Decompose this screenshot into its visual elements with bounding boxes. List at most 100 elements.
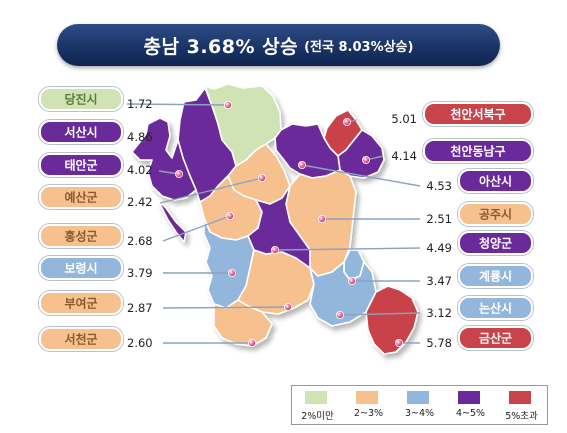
region-name: 부여군 (64, 296, 97, 311)
legend-label: 4~5% (455, 408, 486, 419)
region-label-gongju: 공주시 (457, 201, 534, 227)
region-taean (131, 117, 197, 243)
marker-dot-boryeong (227, 268, 236, 277)
legend-swatch (509, 391, 531, 404)
region-label-cheonan_sb: 천안서북구 (422, 101, 534, 127)
region-label-yesan: 예산군 (38, 184, 124, 210)
legend: 2%미만 2~3% 3~4% 4~5% 5%초과 (291, 385, 548, 425)
region-label-pill (458, 202, 533, 226)
marker-dot-cheonan_dn (361, 155, 370, 164)
legend-item-r34: 3~4% (394, 386, 445, 424)
region-label-pill (39, 224, 123, 248)
marker-dot-cheonan_sb (342, 118, 351, 127)
region-label-seosan: 서산시 (38, 119, 124, 145)
region-value-boryeong: 3.79 (127, 266, 153, 280)
region-value-hongseong: 2.68 (127, 234, 153, 248)
region-name: 천안서북구 (450, 107, 505, 122)
region-label-pill (39, 291, 123, 315)
region-label-cheongyang: 청양군 (457, 230, 534, 256)
region-label-dangjin: 당진시 (38, 86, 124, 112)
region-label-seocheon: 서천군 (38, 326, 124, 352)
marker-dot-geumsan (394, 338, 403, 347)
region-label-pill (458, 169, 533, 193)
title-banner: 충남 3.68% 상승 (전국 8.03%상승) (57, 24, 500, 66)
region-value-nonsan: 3.12 (426, 306, 452, 320)
marker-dot-yesan (257, 173, 266, 182)
legend-item-lt2: 2%미만 (292, 386, 343, 424)
region-label-pill (458, 231, 533, 255)
region-name: 서천군 (64, 332, 97, 347)
region-value-taean: 4.02 (127, 163, 153, 177)
region-name: 논산시 (479, 301, 512, 316)
region-name: 계룡시 (479, 269, 512, 284)
region-label-pill (39, 153, 123, 177)
region-label-pill (458, 326, 533, 350)
marker-dot-buyeo (283, 302, 292, 311)
legend-label: 2~3% (353, 408, 384, 419)
leader-line-dangjin (126, 103, 229, 106)
marker-dot-dangjin (223, 101, 232, 110)
legend-item-r45: 4~5% (445, 386, 496, 424)
title-sub: (전국 8.03%상승) (304, 39, 414, 55)
region-name: 공주시 (479, 208, 512, 222)
region-label-asan: 아산시 (457, 168, 534, 194)
region-value-gongju: 2.51 (426, 212, 452, 226)
region-name: 당진시 (64, 92, 97, 107)
region-label-cheonan_dn: 천안동남구 (422, 138, 534, 164)
region-label-buyeo: 부여군 (38, 290, 124, 316)
region-value-cheongyang: 4.49 (426, 241, 452, 255)
region-label-boryeong: 보령시 (38, 255, 124, 281)
region-name: 청양군 (479, 236, 512, 251)
legend-item-gt5: 5%초과 (496, 386, 547, 424)
region-value-seocheon: 2.60 (127, 336, 153, 350)
region-name: 아산시 (479, 174, 512, 189)
legend-swatch (356, 391, 378, 404)
region-nonsan (309, 261, 377, 327)
region-value-seosan: 4.86 (127, 130, 153, 144)
region-name: 예산군 (64, 190, 97, 205)
region-name: 태안군 (64, 158, 97, 173)
region-value-cheonan_sb: 5.01 (391, 112, 417, 126)
marker-dot-nonsan (335, 310, 344, 319)
legend-label: 3~4% (404, 408, 435, 419)
marker-dot-seocheon (247, 338, 256, 347)
title-main: 충남 3.68% 상승 (143, 35, 299, 58)
region-label-pill (458, 296, 533, 320)
region-seocheon (213, 299, 273, 347)
legend-swatch (458, 391, 480, 404)
leader-line-nonsan (339, 312, 421, 316)
region-label-hongseong: 홍성군 (38, 223, 124, 249)
region-label-pill (39, 185, 123, 209)
leader-line-buyeo (162, 306, 289, 309)
marker-dot-cheongyang (270, 245, 279, 254)
legend-swatch (407, 391, 429, 404)
region-label-pill (458, 264, 533, 288)
region-label-pill (39, 87, 123, 111)
leader-line-cheongyang (274, 247, 421, 251)
region-label-pill (39, 120, 123, 144)
legend-label: 5%초과 (505, 411, 538, 422)
leader-line-asan (301, 164, 421, 187)
region-value-buyeo: 2.87 (127, 301, 153, 315)
region-value-dangjin: 1.72 (127, 97, 153, 111)
leader-line-hongseong (162, 215, 231, 242)
region-label-pill (423, 102, 533, 126)
legend-item-r23: 2~3% (343, 386, 394, 424)
region-value-cheonan_dn: 4.14 (391, 149, 417, 163)
marker-dot-asan (297, 160, 306, 169)
region-name: 금산군 (479, 331, 512, 346)
region-name: 보령시 (64, 262, 97, 276)
region-label-geumsan: 금산군 (457, 325, 534, 351)
region-value-gyeryong: 3.47 (426, 274, 452, 288)
marker-dot-gongju (317, 214, 326, 223)
legend-label: 2%미만 (301, 411, 334, 422)
region-value-yesan: 2.42 (127, 195, 153, 209)
region-label-nonsan: 논산시 (457, 295, 534, 321)
region-name: 천안동남구 (450, 144, 505, 159)
region-value-asan: 4.53 (426, 179, 452, 193)
marker-dot-hongseong (225, 211, 234, 220)
region-label-taean: 태안군 (38, 152, 124, 178)
region-label-pill (423, 139, 533, 163)
region-label-gyeryong: 계룡시 (457, 263, 534, 289)
